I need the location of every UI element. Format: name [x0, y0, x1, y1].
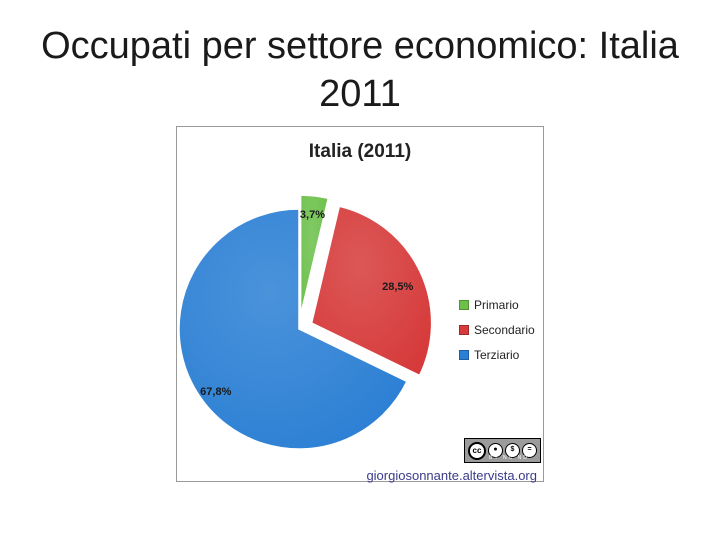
legend-item-primario: Primario	[459, 292, 535, 317]
website-credit: giorgiosonnante.altervista.org	[366, 468, 537, 483]
nd-icon: =	[522, 443, 537, 458]
legend-label-primario: Primario	[474, 297, 519, 312]
pie-slice-secondario	[310, 205, 433, 377]
legend-swatch-secondario	[459, 324, 469, 335]
by-icon: ●	[488, 443, 503, 458]
legend-label-terziario: Terziario	[474, 347, 520, 362]
cc-license-badge: cc ● $ = BY NC ND	[464, 438, 541, 463]
data-label-terziario: 67,8%	[200, 386, 231, 398]
legend-swatch-primario	[459, 299, 469, 310]
cc-license-terms: BY NC ND	[489, 455, 529, 461]
legend: Primario Secondario Terziario	[459, 292, 535, 367]
slide-title-line-1: Occupati per settore economico: Italia	[41, 25, 679, 67]
nc-icon: $	[505, 443, 520, 458]
chart-image: Italia (2011) 3,7% 28,5% 67,8% Primario Se…	[176, 126, 544, 483]
data-label-primario: 3,7%	[300, 209, 325, 221]
pie-slice-terziario	[178, 208, 408, 450]
legend-item-secondario: Secondario	[459, 317, 535, 342]
pie-chart: 3,7% 28,5% 67,8%	[178, 194, 433, 450]
legend-label-secondario: Secondario	[474, 322, 535, 337]
data-label-secondario: 28,5%	[382, 281, 413, 293]
slide-title: Occupati per settore economico: Italia 2…	[0, 22, 720, 118]
slide-title-line-2: 2011	[319, 73, 401, 115]
cc-icon: cc	[468, 441, 486, 460]
chart-title: Italia (2011)	[308, 141, 412, 162]
legend-swatch-terziario	[459, 349, 469, 360]
pie-slice-primario	[299, 194, 330, 316]
legend-item-terziario: Terziario	[459, 342, 535, 367]
